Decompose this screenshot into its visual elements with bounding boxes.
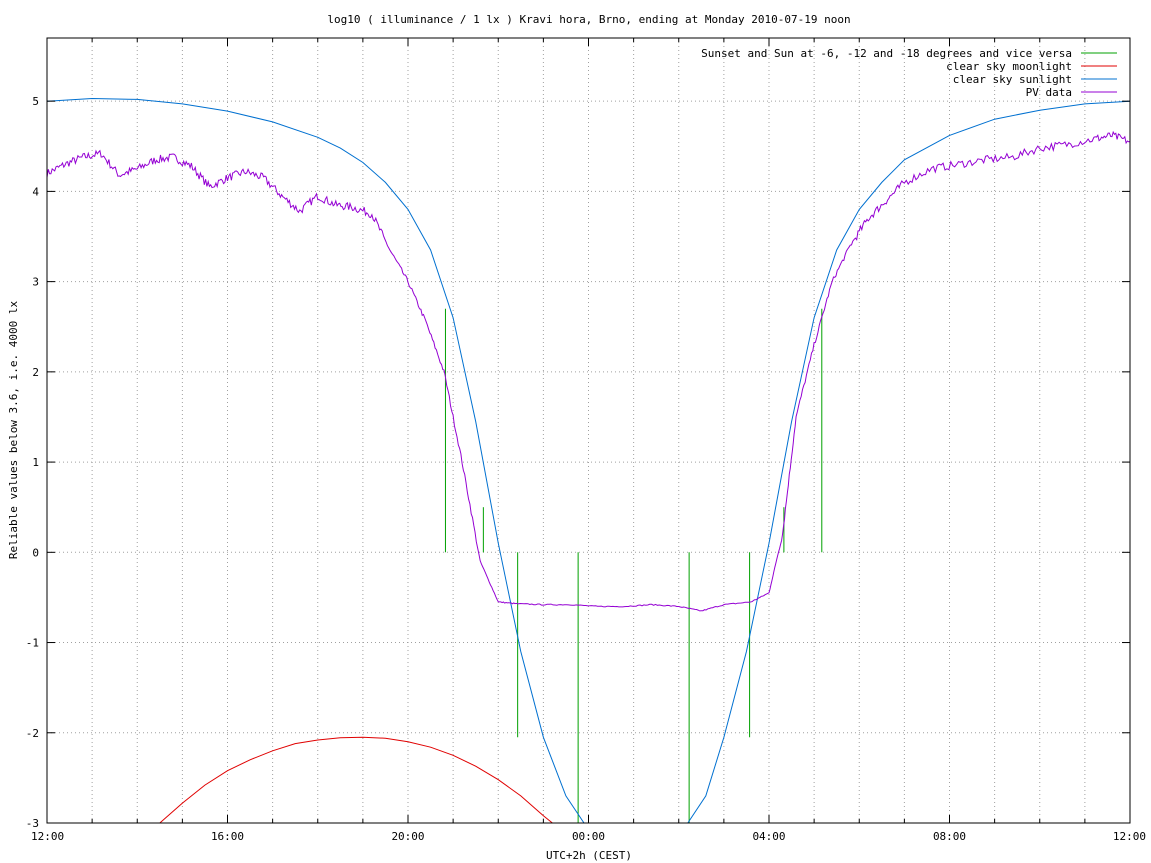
legend-label: clear sky sunlight [953,73,1072,86]
series-pv-data-line [47,130,1130,612]
grid [47,38,1130,823]
y-tick-label: 1 [32,456,39,469]
y-tick-label: 0 [32,546,39,559]
x-tick-label: 12:00 [31,830,64,843]
legend-label: PV data [1026,86,1072,99]
chart-title: log10 ( illuminance / 1 lx ) Kravi hora,… [327,13,850,26]
x-tick-label: 16:00 [211,830,244,843]
legend-label: Sunset and Sun at -6, -12 and -18 degree… [701,47,1072,60]
y-tick-label: 2 [32,366,39,379]
plot-series [47,97,1130,823]
y-tick-label: -2 [26,727,39,740]
series-moonlight-line [159,736,553,823]
x-tick-label: 20:00 [391,830,424,843]
axis-ticks: 12:00 16:00 20:00 00:00 04:00 08:00 12:00-3-2-… [26,38,1146,843]
x-axis-label: UTC+2h (CEST) [546,849,632,862]
legend: Sunset and Sun at -6, -12 and -18 degree… [701,47,1117,99]
legend-label: clear sky moonlight [946,60,1072,73]
y-tick-label: -1 [26,637,39,650]
series-sunlight-line [47,97,1130,823]
x-tick-label: 00:00 [572,830,605,843]
y-tick-label: -3 [26,817,39,830]
y-tick-label: 3 [32,276,39,289]
y-tick-label: 4 [32,185,39,198]
x-tick-label: 12:00 [1113,830,1146,843]
x-tick-label: 04:00 [752,830,785,843]
y-axis-label: Reliable values below 3.6, i.e. 4000 lx [7,300,20,559]
x-tick-label: 08:00 [933,830,966,843]
y-tick-label: 5 [32,95,39,108]
